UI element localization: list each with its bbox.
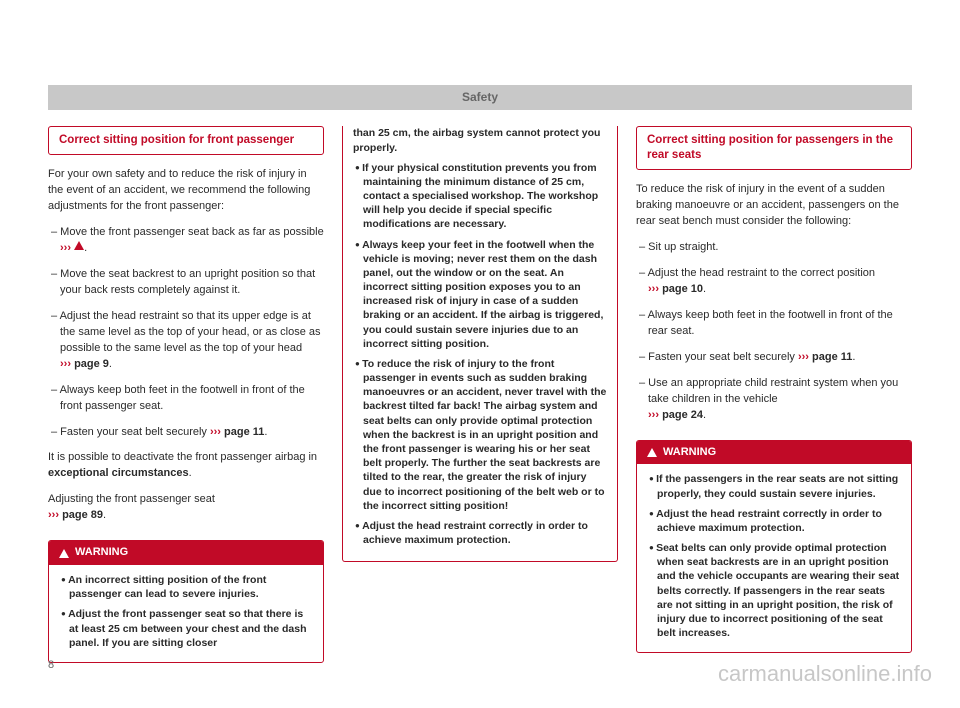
warning-bullet: To reduce the risk of injury to the fron… (353, 357, 607, 513)
warning-text: than 25 cm, the airbag system cannot pro… (353, 126, 607, 154)
list-item: – Always keep both feet in the footwell … (48, 383, 324, 415)
heading-rear-passengers: Correct sitting position for passengers … (636, 126, 912, 170)
warning-header: WARNING (637, 441, 911, 465)
text: . (189, 467, 192, 479)
warning-header: WARNING (49, 541, 323, 565)
paragraph: It is possible to deactivate the front p… (48, 450, 324, 482)
list-item: – Fasten your seat belt securely ››› pag… (48, 425, 324, 441)
text: . (109, 358, 112, 370)
warning-bullet: Adjust the head restraint correctly in o… (353, 519, 607, 547)
warning-bullet: If the passengers in the rear seats are … (647, 472, 901, 500)
text: It is possible to deactivate the front p… (48, 451, 317, 463)
text: – Adjust the head restraint to the corre… (639, 267, 875, 279)
warning-triangle-icon (59, 549, 69, 558)
list-item: – Adjust the head restraint to the corre… (636, 266, 912, 298)
warning-label: WARNING (75, 545, 128, 561)
ref-arrow: ››› (648, 409, 659, 421)
ref-arrow: ››› (60, 358, 71, 370)
warning-body: If the passengers in the rear seats are … (637, 464, 911, 652)
intro-paragraph: To reduce the risk of injury in the even… (636, 182, 912, 230)
text: . (103, 509, 106, 521)
ref-arrow: ››› (48, 509, 59, 521)
page-ref: page 24 (662, 409, 703, 421)
warning-continued: than 25 cm, the airbag system cannot pro… (342, 126, 618, 562)
text: . (703, 409, 706, 421)
page-ref: page 10 (662, 283, 703, 295)
page-ref: page 89 (62, 509, 103, 521)
paragraph: Adjusting the front passenger seat ››› p… (48, 492, 324, 524)
ref-arrow: ››› (60, 242, 71, 254)
page-ref: page 11 (812, 351, 852, 363)
list-item: – Sit up straight. (636, 240, 912, 256)
warning-bullet: An incorrect sitting position of the fro… (59, 573, 313, 601)
warning-box: WARNING An incorrect sitting position of… (48, 540, 324, 663)
list-item: – Adjust the head restraint so that its … (48, 309, 324, 373)
list-item: – Move the front passenger seat back as … (48, 225, 324, 257)
list-item: – Fasten your seat belt securely ››› pag… (636, 350, 912, 366)
warning-box: WARNING If the passengers in the rear se… (636, 440, 912, 654)
warning-body: An incorrect sitting position of the fro… (49, 565, 323, 662)
text: . (264, 426, 267, 438)
warning-triangle-icon (647, 448, 657, 457)
warning-bullet: Adjust the front passenger seat so that … (59, 607, 313, 650)
text: – Move the front passenger seat back as … (51, 226, 324, 238)
text: – Adjust the head restraint so that its … (51, 310, 320, 354)
column-middle: than 25 cm, the airbag system cannot pro… (342, 126, 618, 663)
intro-paragraph: For your own safety and to reduce the ri… (48, 167, 324, 215)
list-item: – Use an appropriate child restraint sys… (636, 376, 912, 424)
warning-bullet: Seat belts can only provide optimal prot… (647, 541, 901, 640)
ref-arrow: ››› (210, 426, 221, 438)
heading-front-passenger: Correct sitting position for front passe… (48, 126, 324, 155)
text: . (852, 351, 855, 363)
warning-bullet: Always keep your feet in the footwell wh… (353, 238, 607, 351)
ref-arrow: ››› (648, 283, 659, 295)
text: – Fasten your seat belt securely (639, 351, 798, 363)
ref-arrow: ››› (798, 351, 809, 363)
bold-text: exceptional circumstances (48, 467, 189, 479)
warning-label: WARNING (663, 445, 716, 461)
list-item: – Move the seat backrest to an upright p… (48, 267, 324, 299)
column-left: Correct sitting position for front passe… (48, 126, 324, 663)
manual-page: Safety Correct sitting position for fron… (0, 0, 960, 683)
warning-bullet: If your physical constitution prevents y… (353, 161, 607, 232)
section-header: Safety (48, 85, 912, 110)
content-columns: Correct sitting position for front passe… (48, 126, 912, 663)
page-ref: page 11 (224, 426, 264, 438)
text: – Use an appropriate child restraint sys… (639, 377, 898, 405)
page-number: 8 (48, 658, 54, 674)
text: Adjusting the front passenger seat (48, 493, 215, 505)
warning-bullet: Adjust the head restraint correctly in o… (647, 507, 901, 535)
list-item: – Always keep both feet in the footwell … (636, 308, 912, 340)
warning-triangle-icon (74, 241, 84, 250)
page-ref: page 9 (74, 358, 109, 370)
text: . (703, 283, 706, 295)
column-right: Correct sitting position for passengers … (636, 126, 912, 663)
text: . (84, 242, 87, 254)
watermark: carmanualsonline.info (718, 658, 932, 690)
text: – Fasten your seat belt securely (51, 426, 210, 438)
